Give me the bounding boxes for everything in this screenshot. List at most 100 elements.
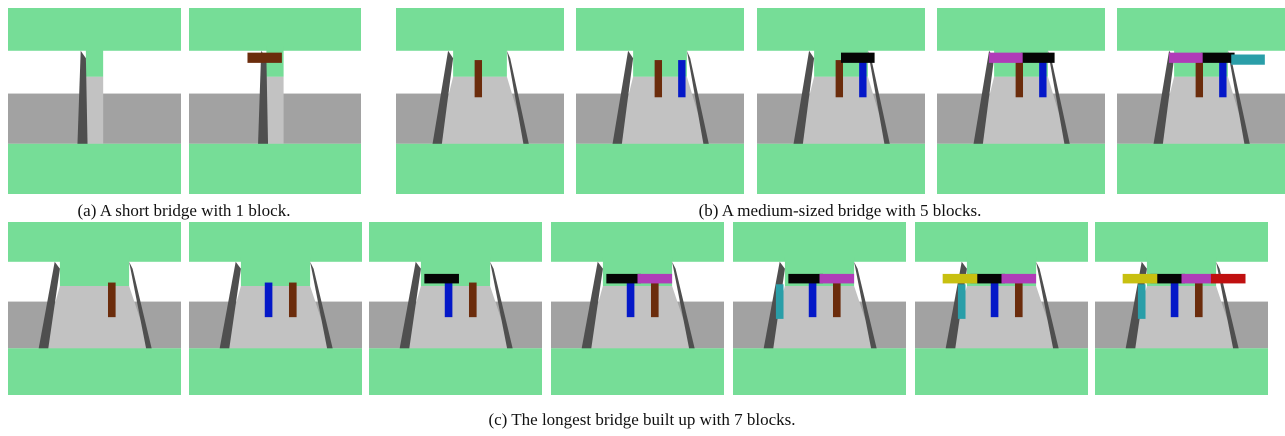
- near-ground: [369, 348, 542, 395]
- right-wall: [506, 50, 531, 152]
- block: [107, 282, 116, 318]
- near-ground: [1095, 348, 1268, 395]
- block: [775, 284, 784, 319]
- scene: [189, 8, 361, 194]
- block: [1219, 60, 1227, 98]
- scene: [1117, 8, 1285, 194]
- block: [1150, 273, 1185, 284]
- floor: [436, 76, 527, 144]
- right-wall: [310, 261, 335, 356]
- gap-green: [240, 256, 311, 287]
- right-wall: [686, 50, 711, 152]
- left-wall: [580, 261, 603, 356]
- block: [1014, 282, 1023, 318]
- block: [1001, 273, 1037, 284]
- block: [1210, 273, 1246, 284]
- block: [841, 52, 875, 63]
- near-ground: [733, 348, 906, 395]
- near-ground: [8, 348, 181, 395]
- far-ground: [551, 222, 724, 262]
- scene: [757, 8, 925, 194]
- floor: [42, 286, 150, 349]
- block: [247, 52, 282, 63]
- scene: [937, 8, 1105, 194]
- block: [942, 273, 978, 284]
- block: [990, 282, 999, 318]
- block: [288, 282, 297, 318]
- far-ground: [1117, 8, 1285, 51]
- block: [1015, 60, 1024, 98]
- block: [468, 282, 477, 318]
- caption: (b) A medium-sized bridge with 5 blocks.: [699, 201, 982, 220]
- left-wall: [1152, 50, 1175, 152]
- block: [264, 282, 273, 318]
- floor: [403, 286, 511, 349]
- near-ground: [915, 348, 1088, 395]
- left-wall: [792, 50, 815, 152]
- scene: [8, 222, 181, 395]
- scene: [576, 8, 744, 194]
- right-wall: [854, 261, 879, 356]
- block: [1170, 282, 1179, 318]
- far-ground: [369, 222, 542, 262]
- block: [650, 282, 659, 318]
- left-wall: [398, 261, 421, 356]
- block: [957, 284, 966, 319]
- right-wall: [672, 261, 697, 356]
- floor: [767, 286, 875, 349]
- left-wall: [77, 50, 88, 152]
- block: [1194, 282, 1203, 318]
- left-wall: [218, 261, 241, 356]
- block: [1169, 52, 1203, 63]
- near-ground: [396, 143, 564, 194]
- block: [474, 60, 483, 98]
- block: [1137, 284, 1146, 319]
- block: [1122, 273, 1158, 284]
- far-ground: [8, 8, 181, 51]
- scene: [189, 222, 362, 395]
- block: [835, 60, 844, 98]
- gap-green: [59, 256, 130, 287]
- scene: [8, 8, 181, 194]
- near-ground: [576, 143, 744, 194]
- right-wall: [1227, 50, 1252, 152]
- block: [808, 282, 817, 318]
- right-wall: [1036, 261, 1061, 356]
- gap-green: [85, 45, 104, 77]
- block: [678, 60, 686, 98]
- block: [606, 273, 641, 284]
- scene: [551, 222, 724, 395]
- far-ground: [937, 8, 1105, 51]
- near-ground: [757, 143, 925, 194]
- far-ground: [189, 8, 361, 51]
- block: [788, 273, 823, 284]
- far-ground: [733, 222, 906, 262]
- left-wall: [37, 261, 60, 356]
- right-wall: [1216, 261, 1241, 356]
- left-wall: [257, 50, 269, 152]
- floor: [585, 286, 693, 349]
- caption: (a) A short bridge with 1 block.: [78, 201, 291, 220]
- near-ground: [189, 143, 361, 194]
- floor: [82, 76, 104, 144]
- near-ground: [551, 348, 724, 395]
- block: [626, 282, 635, 318]
- far-ground: [189, 222, 362, 262]
- far-ground: [396, 8, 564, 51]
- block: [637, 273, 673, 284]
- left-wall: [431, 50, 454, 152]
- far-ground: [8, 222, 181, 262]
- right-wall: [867, 50, 892, 152]
- block: [654, 60, 663, 98]
- block: [859, 60, 867, 98]
- left-wall: [611, 50, 634, 152]
- far-ground: [915, 222, 1088, 262]
- block: [970, 273, 1005, 284]
- near-ground: [8, 143, 181, 194]
- block: [1201, 52, 1235, 63]
- block: [1181, 273, 1217, 284]
- floor: [223, 286, 331, 349]
- near-ground: [189, 348, 362, 395]
- block: [819, 273, 855, 284]
- right-wall: [1047, 50, 1072, 152]
